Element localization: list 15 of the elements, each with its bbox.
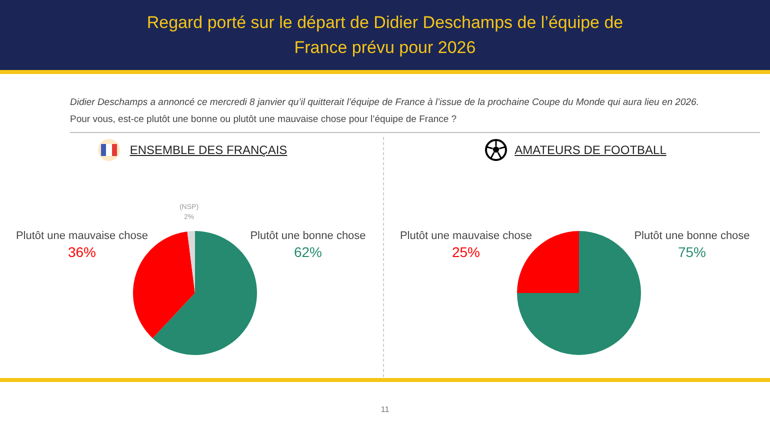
data-label: 62% [294,244,322,260]
pie-slice [187,231,195,293]
slice-label: Plutôt une mauvaise chose [16,230,148,242]
data-label: 25% [452,244,480,260]
data-label: 75% [678,244,706,260]
chart-title: Regard porté sur le départ de Didier Deschamps de l’équipe de France prévu pour 2026 [146,12,624,59]
text: Didier Deschamps a annoncé ce mercredi 8 janvier qu’il quitterait l’équipe de France à l’issue de la prochaine Coupe du Monde qui aura lieu en 2026. [70,96,700,110]
data-label: 36% [68,244,96,260]
slice-label: Plutôt une bonne chose [634,230,750,242]
text: 11 [380,405,390,414]
chart-subtitle: ENSEMBLE DES FRANÇAIS [130,143,288,157]
slice-label: Plutôt une bonne chose [250,230,366,242]
slice-label: Plutôt une mauvaise chose [400,230,532,242]
text: Pour vous, est-ce plutôt une bonne ou plutôt une mauvaise chose pour l’équipe de France ? [70,113,458,127]
chart-subtitle: AMATEURS DE FOOTBALL [514,143,666,157]
